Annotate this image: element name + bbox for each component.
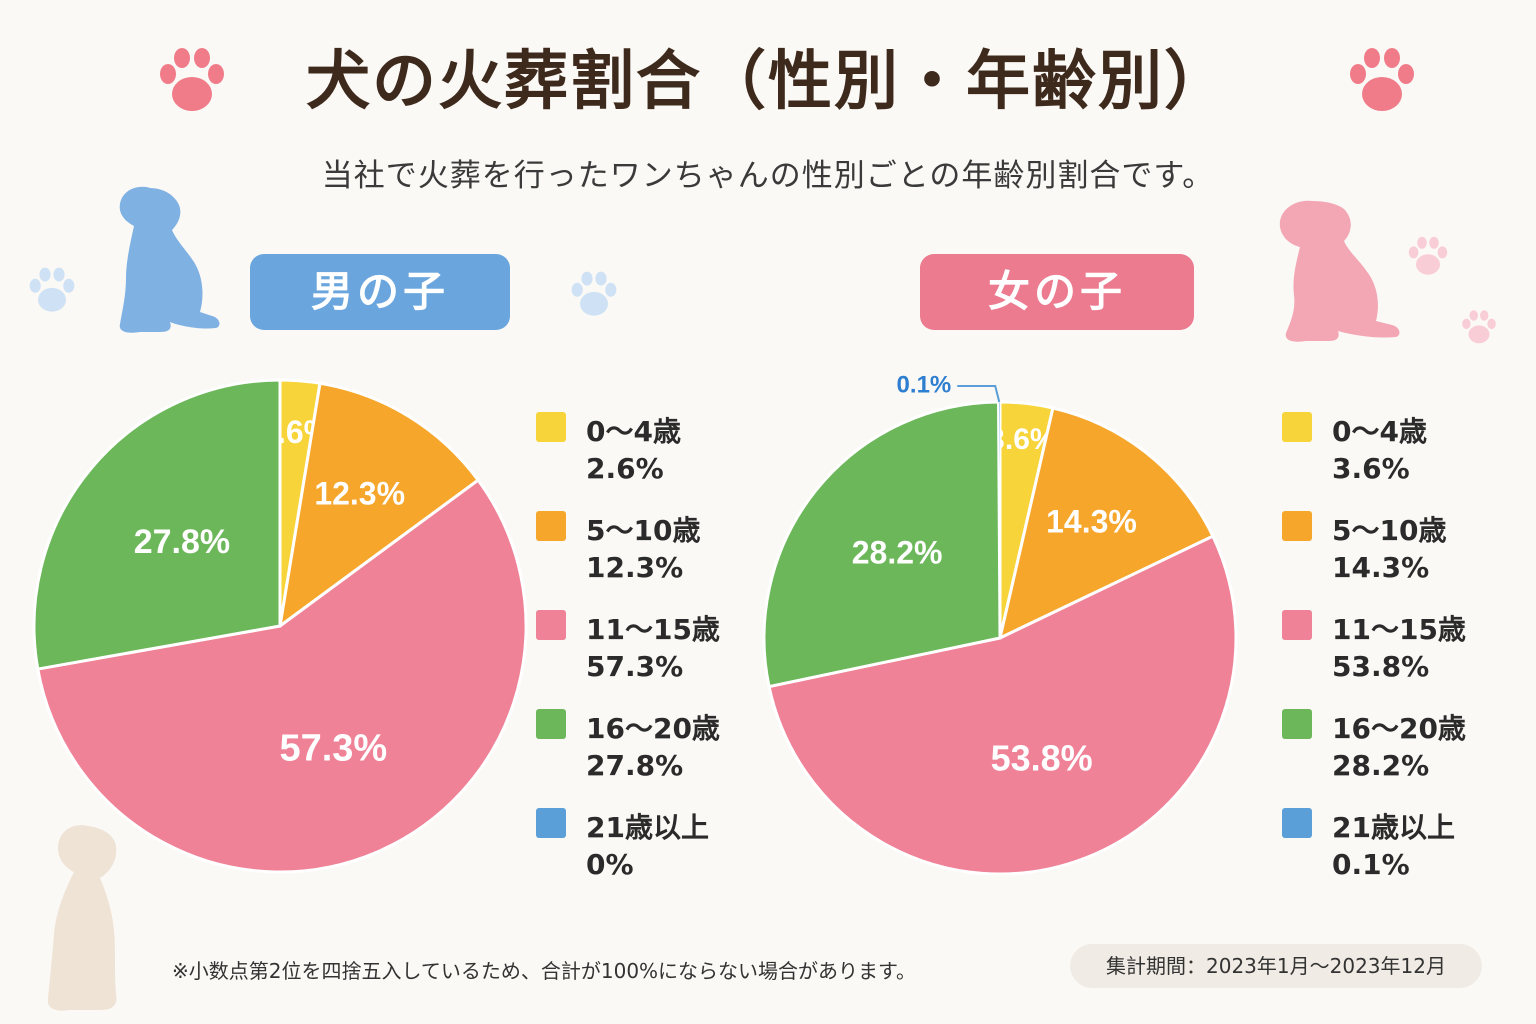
pie-slice-1-2 [767,534,1238,876]
pie-slice-0-2 [36,478,528,874]
female-header: 女の子 [920,254,1194,330]
pie-label-1-3: 28.2% [852,534,943,570]
legend-label: 21歳以上 [1332,811,1455,844]
beige-dog-silhouette [47,825,117,1011]
pink-paw-lower-icon [1462,310,1496,344]
pie-label-0-2: 57.3% [279,727,387,769]
pie-callout-line-1-4 [957,385,1001,403]
legend-item-1-2: 11〜15歳 53.8% [1282,610,1502,700]
legend-item-0-4: 21歳以上 0% [536,808,756,898]
legend-label: 21歳以上 [586,811,709,844]
blue-paw-right-icon [571,271,617,316]
legend-label: 5〜10歳 [1332,514,1447,547]
legend-swatch [1282,412,1312,442]
legend-label: 16〜20歳 [586,712,720,745]
legend-label: 0〜4歳 [1332,415,1427,448]
legend-value: 0% [586,848,634,881]
period-badge: 集計期間：2023年1月〜2023年12月 [1070,944,1482,988]
page-title: 犬の火葬割合（性別・年齢別） [306,45,1230,119]
legend-item-1-0: 0〜4歳 3.6% [1282,412,1502,502]
legend-item-1-4: 21歳以上 0.1% [1282,808,1502,898]
legend-value: 2.6% [586,452,664,485]
legend-label: 11〜15歳 [1332,613,1466,646]
pie-label-1-1: 14.3% [1046,503,1137,539]
title-paw-right-icon [1350,48,1414,111]
legend-swatch [536,511,566,541]
legend-value: 0.1% [1332,848,1410,881]
legend-swatch [536,709,566,739]
legend-value: 3.6% [1332,452,1410,485]
pie-slice-0-3 [32,378,282,671]
legend-label: 11〜15歳 [586,613,720,646]
blue-paw-left-icon [29,267,75,312]
legend-value: 12.3% [586,551,684,584]
legend-swatch [1282,709,1312,739]
legend-label: 5〜10歳 [586,514,701,547]
legend-label: 16〜20歳 [1332,712,1466,745]
legend-label: 0〜4歳 [586,415,681,448]
legend-item-0-3: 16〜20歳 27.8% [536,709,756,799]
legend-item-1-3: 16〜20歳 28.2% [1282,709,1502,799]
legend-swatch [1282,610,1312,640]
legend-value: 27.8% [586,749,684,782]
pie-label-0-1: 12.3% [314,475,405,511]
legend-swatch [536,412,566,442]
legend-swatch [1282,511,1312,541]
blue-dog-silhouette [119,186,220,333]
legend-value: 28.2% [1332,749,1430,782]
legend-swatch [536,808,566,838]
pie-label-1-2: 53.8% [991,737,1093,778]
legend-item-1-1: 5〜10歳 14.3% [1282,511,1502,601]
pie-label-0-3: 27.8% [134,523,230,561]
female-pie-chart: 3.6%14.3%53.8%28.2%0.1% [762,371,1238,876]
rounding-note: ※小数点第2位を四捨五入しているため、合計が100%にならない場合があります。 [172,959,917,983]
male-header: 男の子 [250,254,510,330]
page-subtitle: 当社で火葬を行ったワンちゃんの性別ごとの年齢別割合です。 [321,158,1215,194]
legend-swatch [1282,808,1312,838]
legend-swatch [536,610,566,640]
legend-value: 53.8% [1332,650,1430,683]
pie-slice-1-3 [762,400,1002,689]
male-pie-chart: 2.6%12.3%57.3%27.8% [32,378,528,874]
legend-item-0-0: 0〜4歳 2.6% [536,412,756,502]
title-paw-left-icon [160,48,224,111]
pink-dog-silhouette [1279,200,1400,342]
legend-item-0-2: 11〜15歳 57.3% [536,610,756,700]
pink-paw-upper-icon [1408,236,1448,275]
pie-slice-0-1 [277,381,481,630]
legend-item-0-1: 5〜10歳 12.3% [536,511,756,601]
legend-value: 14.3% [1332,551,1430,584]
legend-value: 57.3% [586,650,684,683]
pie-slice-1-1 [997,406,1215,641]
pie-label-1-4: 0.1% [897,371,952,398]
